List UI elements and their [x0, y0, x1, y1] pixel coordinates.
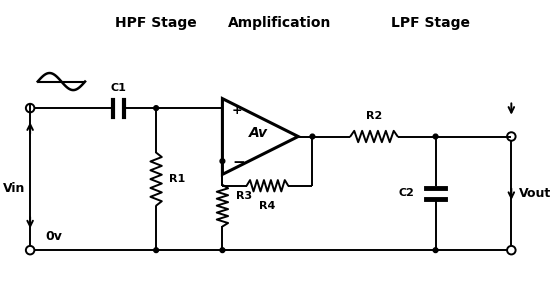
Text: R1: R1 [170, 174, 186, 184]
Text: −: − [232, 155, 245, 170]
Text: HPF Stage: HPF Stage [115, 16, 197, 30]
Text: +: + [232, 104, 243, 118]
Text: C2: C2 [399, 188, 415, 198]
Text: R4: R4 [259, 201, 275, 211]
Text: Amplification: Amplification [228, 16, 331, 30]
Circle shape [220, 159, 225, 164]
Circle shape [154, 248, 158, 253]
Circle shape [220, 248, 225, 253]
Text: 0v: 0v [45, 230, 62, 243]
Circle shape [433, 248, 438, 253]
Text: R2: R2 [366, 111, 382, 121]
Text: LPF Stage: LPF Stage [391, 16, 470, 30]
Text: Vout: Vout [519, 187, 551, 200]
Circle shape [154, 106, 158, 111]
Circle shape [433, 134, 438, 139]
Polygon shape [222, 99, 298, 174]
Circle shape [310, 134, 315, 139]
Text: R3: R3 [235, 191, 252, 201]
Text: Vin: Vin [3, 182, 25, 195]
Text: C1: C1 [110, 83, 126, 93]
Text: Av: Av [249, 126, 268, 140]
